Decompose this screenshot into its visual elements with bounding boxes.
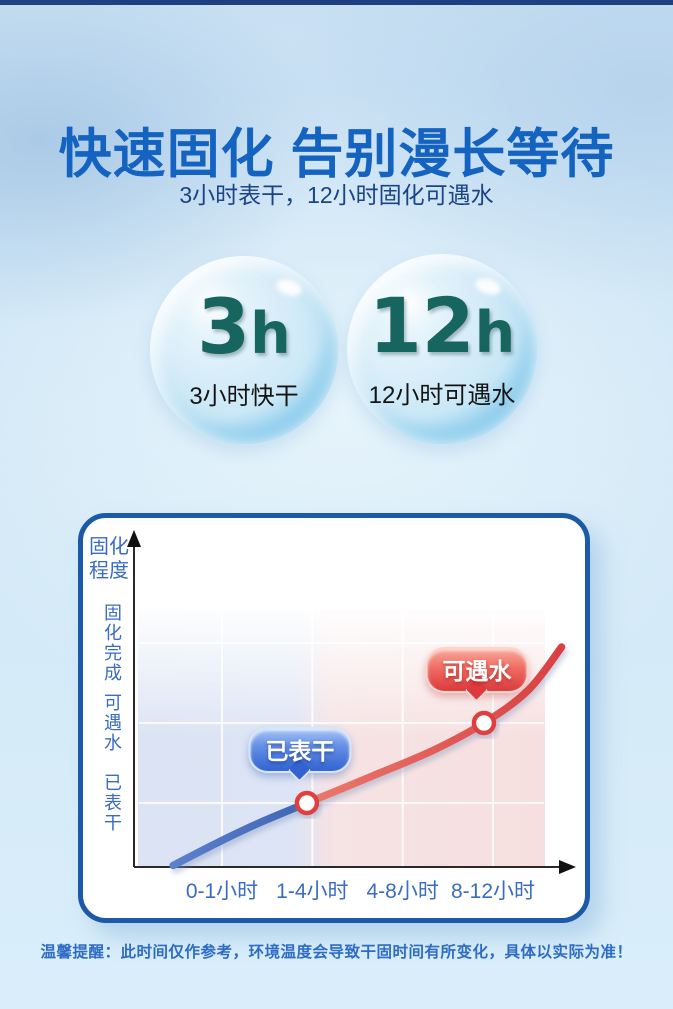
- disclaimer-note: 温馨提醒：此时间仅作参考，环境温度会导致干固时间有所变化，具体以实际为准！: [40, 944, 633, 961]
- page-subtitle: 3小时表干，12小时固化可遇水: [179, 182, 494, 208]
- curing-chart: 固化程度 0-1小时 1-4小时 4-8小时 8-12小时 已表干 可遇水 固化完成 已表干…: [83, 518, 585, 918]
- axes: [127, 530, 576, 874]
- x-tick-label: 8-12小时: [450, 880, 535, 903]
- data-point-marker: [471, 710, 497, 736]
- highlight-label-12h: 12小时可遇水: [368, 382, 516, 409]
- curve-已表干: [169, 799, 311, 870]
- top-accent-bar: [0, 0, 673, 5]
- data-point-marker: [294, 790, 320, 816]
- curves: [169, 643, 566, 870]
- x-tick-label: 0-1小时: [185, 880, 259, 903]
- x-tick-label: 4-8小时: [366, 880, 439, 903]
- y-axis-title: 固化程度: [89, 536, 129, 582]
- x-tick-label: 1-4小时: [276, 880, 349, 903]
- highlight-unit: h: [474, 300, 516, 366]
- highlight-value-12h: 12h: [369, 288, 515, 371]
- annotation-badge-blue: 已表干: [248, 727, 352, 773]
- highlight-number: 12: [368, 281, 475, 370]
- page-title: 快速固化 告别漫长等待: [58, 124, 615, 184]
- y-axis-arrow-icon: [127, 530, 141, 547]
- y-tick-label: 固化完成: [102, 603, 122, 683]
- data-points: [294, 710, 497, 816]
- highlight-bubble-3h: 3h 3小时快干: [150, 256, 338, 444]
- y-tick-label: 可遇水: [102, 693, 122, 753]
- curve-可遇水: [303, 643, 566, 807]
- x-axis-arrow-icon: [559, 860, 576, 874]
- highlight-label-3h: 3小时快干: [189, 383, 299, 410]
- highlight-number: 3: [197, 282, 251, 371]
- highlight-value-3h: 3h: [197, 289, 290, 372]
- curing-chart-card: 固化程度 0-1小时 1-4小时 4-8小时 8-12小时 已表干 可遇水 固化完成 已表干…: [78, 513, 590, 923]
- y-tick-label: 已表干: [102, 773, 122, 833]
- chart-canvas: [127, 530, 576, 874]
- highlight-unit: h: [250, 301, 291, 367]
- highlight-bubble-12h: 12h 12小时可遇水: [347, 254, 537, 444]
- annotation-badge-red: 可遇水: [425, 647, 529, 693]
